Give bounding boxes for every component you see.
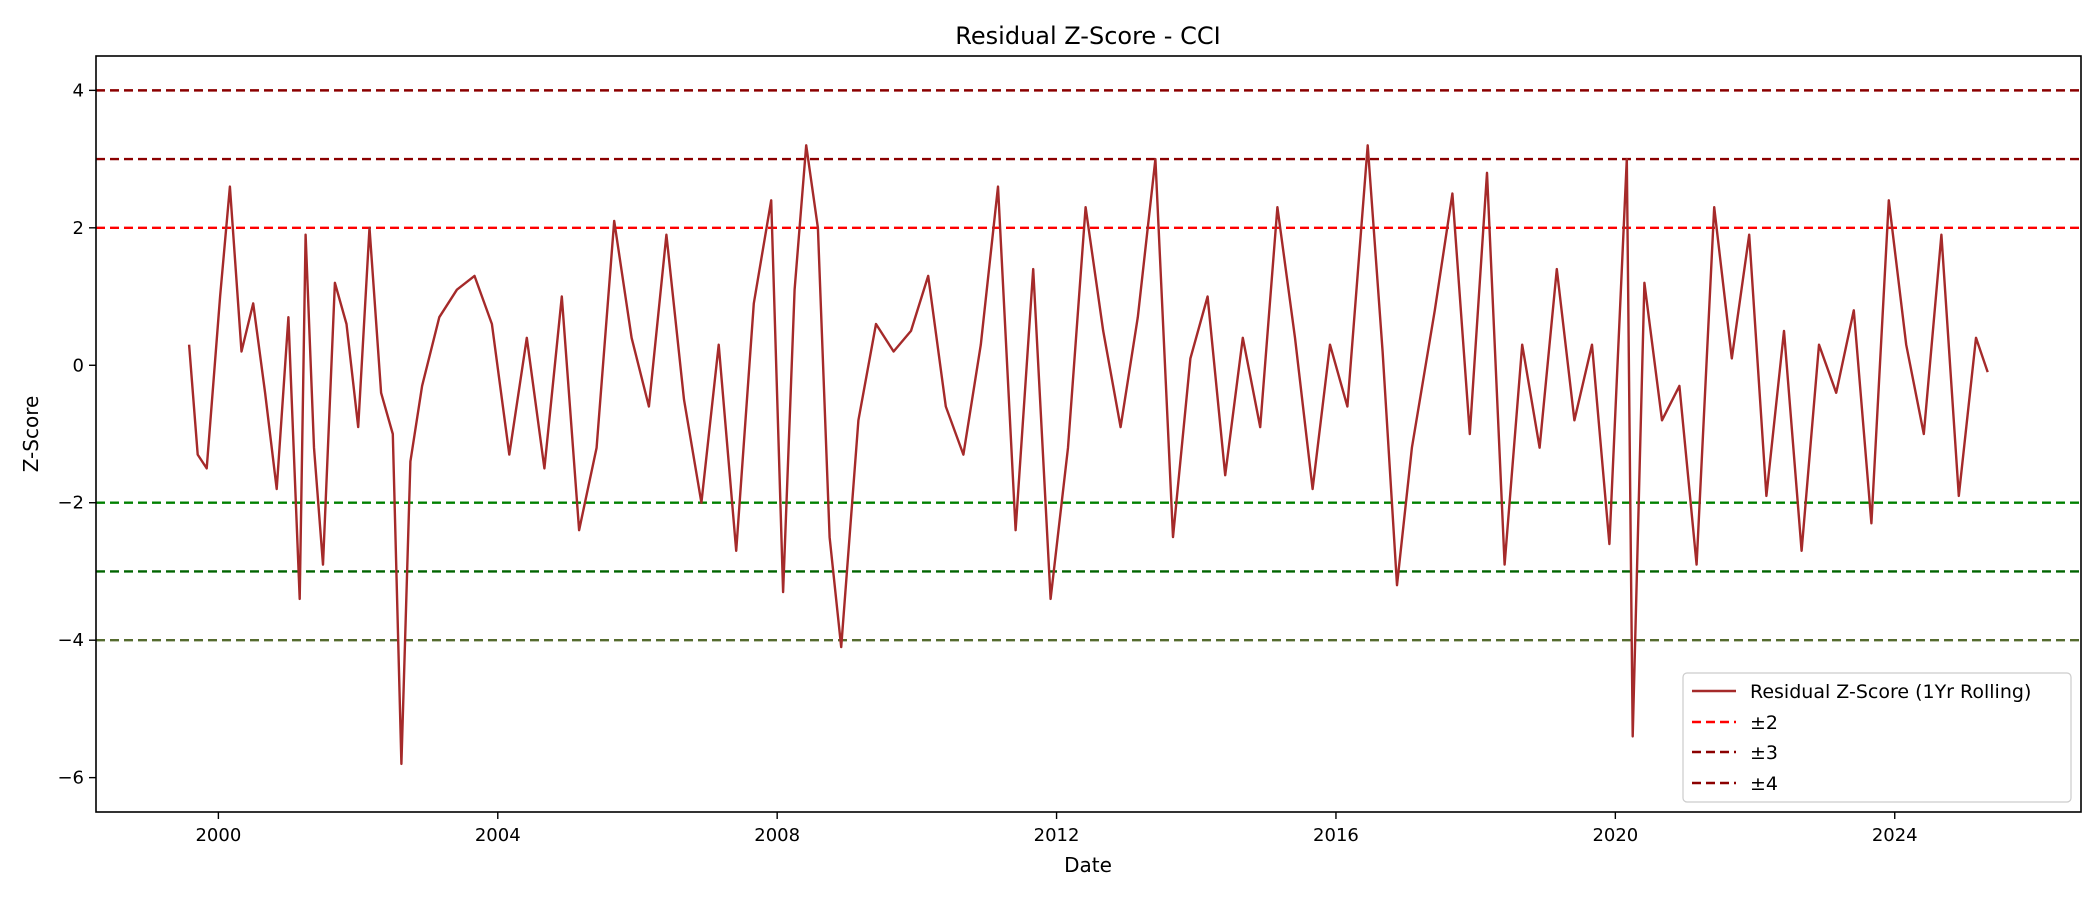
- legend-label-2: ±2: [1750, 712, 1778, 734]
- y-tick-label: −4: [57, 630, 84, 651]
- y-axis-label: Z-Score: [19, 396, 43, 473]
- plot-frame: [95, 55, 2082, 813]
- legend: Residual Z-Score (1Yr Rolling) ±2 ±3 ±4: [1682, 672, 2072, 803]
- legend-label-4: ±4: [1750, 773, 1778, 795]
- x-tick-label: 2016: [1313, 825, 1359, 846]
- x-tick-label: 2012: [1034, 825, 1080, 846]
- x-axis-label: Date: [1064, 853, 1112, 877]
- series-line: [187, 144, 1989, 766]
- series-polyline: [187, 144, 1989, 766]
- x-axis-ticks: 2000 2004 2008 2012 2016 2020 2024: [195, 812, 1918, 846]
- legend-label-3: ±3: [1750, 742, 1778, 764]
- y-tick-label: −6: [57, 768, 84, 789]
- y-tick-label: 2: [73, 218, 84, 239]
- chart-title: Residual Z-Score - CCI: [955, 22, 1220, 50]
- legend-box: [1682, 672, 2072, 803]
- x-tick-label: 2020: [1592, 825, 1638, 846]
- x-tick-label: 2024: [1872, 825, 1918, 846]
- y-tick-label: 4: [73, 80, 84, 101]
- y-axis-ticks: 4 2 0 −2 −4 −6: [57, 80, 96, 789]
- x-tick-label: 2008: [754, 825, 800, 846]
- y-tick-label: 0: [73, 355, 84, 376]
- x-tick-label: 2000: [195, 825, 241, 846]
- legend-label-series: Residual Z-Score (1Yr Rolling): [1750, 681, 2031, 703]
- x-tick-label: 2004: [475, 825, 521, 846]
- y-tick-label: −2: [57, 493, 84, 514]
- threshold-lines: [96, 89, 2081, 642]
